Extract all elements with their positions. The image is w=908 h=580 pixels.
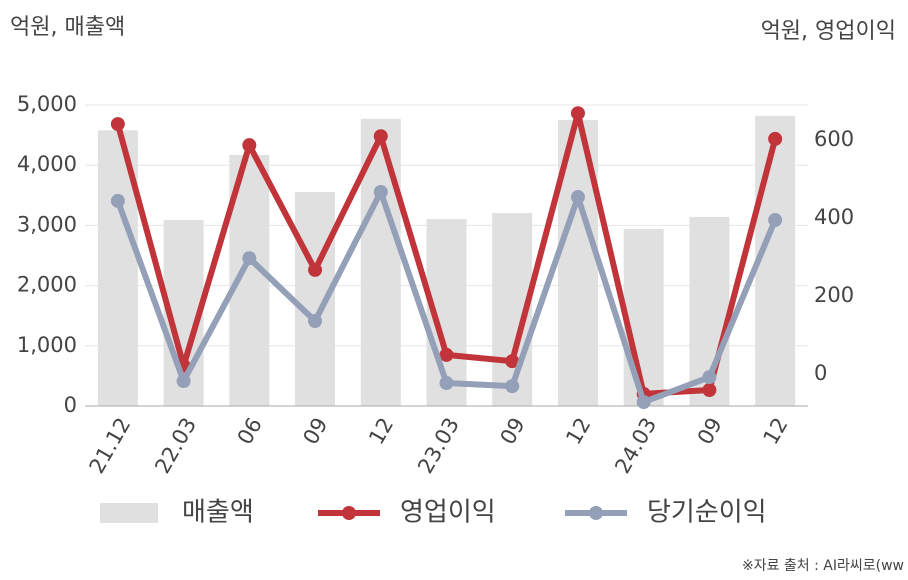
- right-unit-label: 억원, 영업이익: [761, 19, 896, 44]
- point: [110, 117, 125, 132]
- point: [439, 375, 454, 390]
- y2-tick-label: 0: [814, 361, 827, 385]
- x-tick-label: 22.03: [150, 414, 201, 478]
- point: [308, 314, 323, 329]
- x-tick-label: 24.03: [610, 414, 661, 478]
- y-tick-label: 2,000: [17, 273, 77, 297]
- point: [373, 129, 388, 144]
- source: ※자료 출처 : AI라씨로(ww: [742, 558, 904, 574]
- x-tick-label: 09: [298, 414, 332, 449]
- point: [570, 190, 585, 205]
- point: [768, 213, 783, 228]
- point: [110, 193, 125, 208]
- x-tick-label: 12: [561, 414, 595, 449]
- left-unit-label: 억원, 매출액: [10, 15, 125, 40]
- y2-tick-label: 200: [814, 283, 854, 307]
- x-tick-label: 06: [233, 414, 267, 449]
- point: [242, 138, 257, 153]
- legend-swatch: [100, 503, 158, 523]
- x-tick-label: 12: [364, 414, 398, 449]
- legend-swatch: [589, 506, 603, 520]
- point: [242, 251, 257, 266]
- legend-swatch: [342, 506, 356, 520]
- y-tick-label: 3,000: [17, 212, 77, 236]
- y-tick-label: 0: [64, 393, 77, 417]
- x-tick-label: 21.12: [85, 414, 136, 478]
- legend-label: 매출액: [182, 498, 254, 528]
- y2-tick-label: 600: [814, 127, 854, 151]
- point: [505, 379, 520, 394]
- point: [373, 184, 388, 199]
- x-tick-label: 23.03: [413, 414, 464, 478]
- point: [505, 354, 520, 369]
- point: [702, 370, 717, 385]
- point: [308, 262, 323, 277]
- point: [768, 131, 783, 146]
- x-tick-label: 12: [759, 414, 793, 449]
- point: [570, 106, 585, 121]
- y-tick-label: 1,000: [17, 333, 77, 357]
- point: [439, 347, 454, 362]
- y-tick-label: 4,000: [17, 152, 77, 176]
- y2-tick-label: 400: [814, 205, 854, 229]
- legend-label: 영업이익: [400, 498, 496, 528]
- legend-label: 당기순이익: [647, 498, 767, 528]
- bar: [755, 115, 796, 406]
- point: [702, 383, 717, 398]
- point: [176, 374, 191, 389]
- x-tick-label: 09: [496, 414, 530, 449]
- point: [636, 395, 651, 410]
- x-tick-label: 09: [693, 414, 727, 449]
- bar: [623, 229, 664, 406]
- y-tick-label: 5,000: [17, 92, 77, 116]
